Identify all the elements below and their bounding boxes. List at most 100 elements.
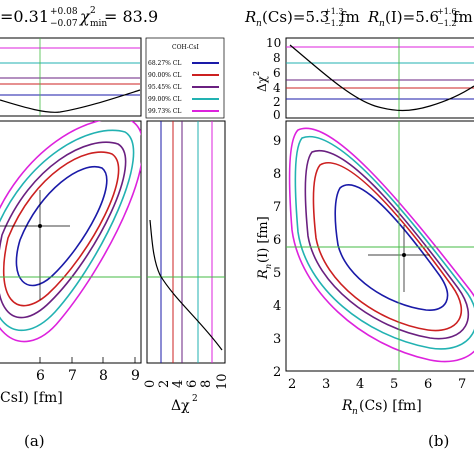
- right-title1-n: n: [256, 19, 262, 29]
- left-x-ticks: 6 7 8 9: [36, 357, 140, 384]
- rm-y-tick-7: 7: [273, 200, 281, 215]
- right-title1-sup: +1.3: [324, 7, 343, 16]
- rm-y-tick-3: 3: [273, 332, 281, 347]
- rm-x-tick-5: 5: [390, 377, 398, 392]
- legend-box: [145, 37, 225, 119]
- legend-entry-1: 90.00% CL: [148, 72, 181, 79]
- right-title1-unit: fm: [340, 8, 360, 26]
- caption-a: (a): [24, 432, 45, 450]
- rt-y-tick-8: 8: [273, 51, 281, 65]
- rt-y-label: Δχ 2: [252, 71, 269, 92]
- left-contour-99: [0, 129, 135, 332]
- legend-entry-2: 95.45% CL: [148, 84, 181, 91]
- side-tick-0: 0: [143, 380, 158, 388]
- side-x-label-sup: 2: [192, 394, 198, 404]
- right-main-panel: 9 8 7 6 5 4 3 2 R n (I) [fm] 2 3 4 5 6 7…: [256, 120, 474, 417]
- left-x-tick-label-9: 9: [131, 368, 140, 384]
- right-top-frame: [285, 37, 474, 119]
- legend: COH-CsI 68.27% CL 90.00% CL 95.45% CL 99…: [145, 37, 225, 119]
- side-tick-8: 8: [199, 380, 214, 388]
- rt-y-tick-6: 6: [273, 66, 281, 80]
- rm-x-tick-6: 6: [424, 377, 432, 392]
- side-tick-10: 10: [215, 373, 230, 390]
- right-title2-unit: fm: [453, 8, 473, 26]
- rm-y-label-r: R: [256, 269, 271, 280]
- right-contour-9973: [288, 127, 474, 363]
- left-contour-90: [3, 151, 120, 307]
- left-side-panel: 0 2 4 6 8 10 Δχ 2: [143, 120, 230, 414]
- left-bestfit-marker: [38, 224, 42, 228]
- rm-x-label-rest: (Cs) [fm]: [359, 398, 422, 414]
- left-x-tick-label-6: 6: [36, 368, 45, 384]
- rt-y-tick-10: 10: [266, 36, 281, 50]
- rm-y-tick-2: 2: [273, 365, 281, 380]
- right-title2-sup: +1.6: [437, 7, 456, 16]
- right-title2-subv: −1.2: [437, 19, 456, 28]
- left-top-panel: [0, 37, 142, 117]
- rm-y-ticks: 9 8 7 6 5 4 3 2: [273, 134, 281, 380]
- rm-x-label: R n (Cs) [fm]: [341, 398, 422, 417]
- rm-y-label: R n (I) [fm]: [256, 216, 273, 280]
- legend-title: COH-CsI: [172, 44, 199, 51]
- rm-x-label-n: n: [352, 407, 358, 417]
- left-side-frame: [146, 120, 226, 364]
- rt-y-tick-2: 2: [273, 95, 281, 109]
- side-tick-2: 2: [157, 380, 172, 388]
- right-title1-subv: −1.2: [324, 19, 343, 28]
- rm-x-tick-3: 3: [322, 377, 330, 392]
- left-top-profile-curve: [0, 89, 141, 113]
- rt-y-ticks: 10 8 6 4 2 0: [266, 36, 281, 122]
- caption-b: (b): [428, 432, 449, 450]
- rt-y-tick-0: 0: [273, 108, 281, 122]
- right-main-frame: [285, 120, 474, 372]
- side-tick-6: 6: [185, 380, 200, 388]
- rm-y-tick-4: 4: [273, 299, 281, 314]
- left-title-sub: −0.07: [50, 19, 78, 29]
- left-x-tick-label-7: 7: [68, 368, 77, 384]
- side-ticks: 0 2 4 6 8 10: [143, 373, 230, 390]
- left-main-panel: 6 7 8 9 CsI) [fm]: [0, 120, 142, 406]
- legend-entry-3: 99.00% CL: [148, 96, 181, 103]
- right-bestfit-marker: [402, 253, 406, 257]
- right-title: R n (Cs)=5.3 +1.3 −1.2 fm R n (I)=5.6 +1…: [244, 7, 473, 29]
- chi-label: χ: [79, 7, 91, 26]
- rm-x-label-r: R: [341, 398, 353, 414]
- rm-y-tick-5: 5: [273, 266, 281, 281]
- right-title2-mid: (I)=5.6: [385, 8, 439, 26]
- rt-y-tick-4: 4: [273, 81, 281, 95]
- rm-y-tick-6: 6: [273, 233, 281, 248]
- rt-profile-curve: [289, 44, 474, 112]
- rt-y-label-sup: 2: [252, 71, 261, 76]
- left-main-frame: [0, 120, 142, 364]
- rm-x-tick-4: 4: [356, 377, 364, 392]
- side-tick-4: 4: [171, 380, 186, 388]
- legend-entry-0: 68.27% CL: [148, 60, 181, 67]
- left-title: =0.31 +0.08 −0.07 χ 2 min = 83.9: [0, 6, 158, 29]
- left-contour-95: [0, 141, 127, 319]
- side-x-label: Δχ: [171, 398, 190, 414]
- rm-y-tick-9: 9: [273, 134, 281, 149]
- right-title1-r: R: [244, 8, 256, 26]
- rt-y-label-text: Δχ: [255, 75, 269, 92]
- left-title-value: =0.31: [0, 7, 49, 26]
- rm-y-tick-8: 8: [273, 167, 281, 182]
- left-x-label: CsI) [fm]: [0, 390, 63, 406]
- left-contour-68: [15, 165, 108, 287]
- right-top-panel: 10 8 6 4 2 0 Δχ 2: [252, 36, 474, 122]
- right-contour-99: [294, 135, 474, 350]
- chi-sup: 2: [90, 6, 96, 16]
- left-x-tick-label-8: 8: [99, 368, 108, 384]
- right-title1-mid: (Cs)=5.3: [262, 8, 329, 26]
- left-title-sup: +0.08: [50, 7, 78, 17]
- rm-x-tick-2: 2: [288, 377, 296, 392]
- chi-min-value: = 83.9: [104, 7, 158, 26]
- right-contour-90: [312, 162, 463, 332]
- right-contour-95: [304, 149, 469, 340]
- rm-y-label-rest: (I) [fm]: [256, 216, 271, 263]
- chi-sub: min: [90, 19, 107, 29]
- rm-x-ticks: 2 3 4 5 6 7: [288, 377, 466, 392]
- right-title2-n: n: [379, 19, 385, 29]
- left-contour-9973: [0, 121, 141, 343]
- right-title2-r: R: [367, 8, 379, 26]
